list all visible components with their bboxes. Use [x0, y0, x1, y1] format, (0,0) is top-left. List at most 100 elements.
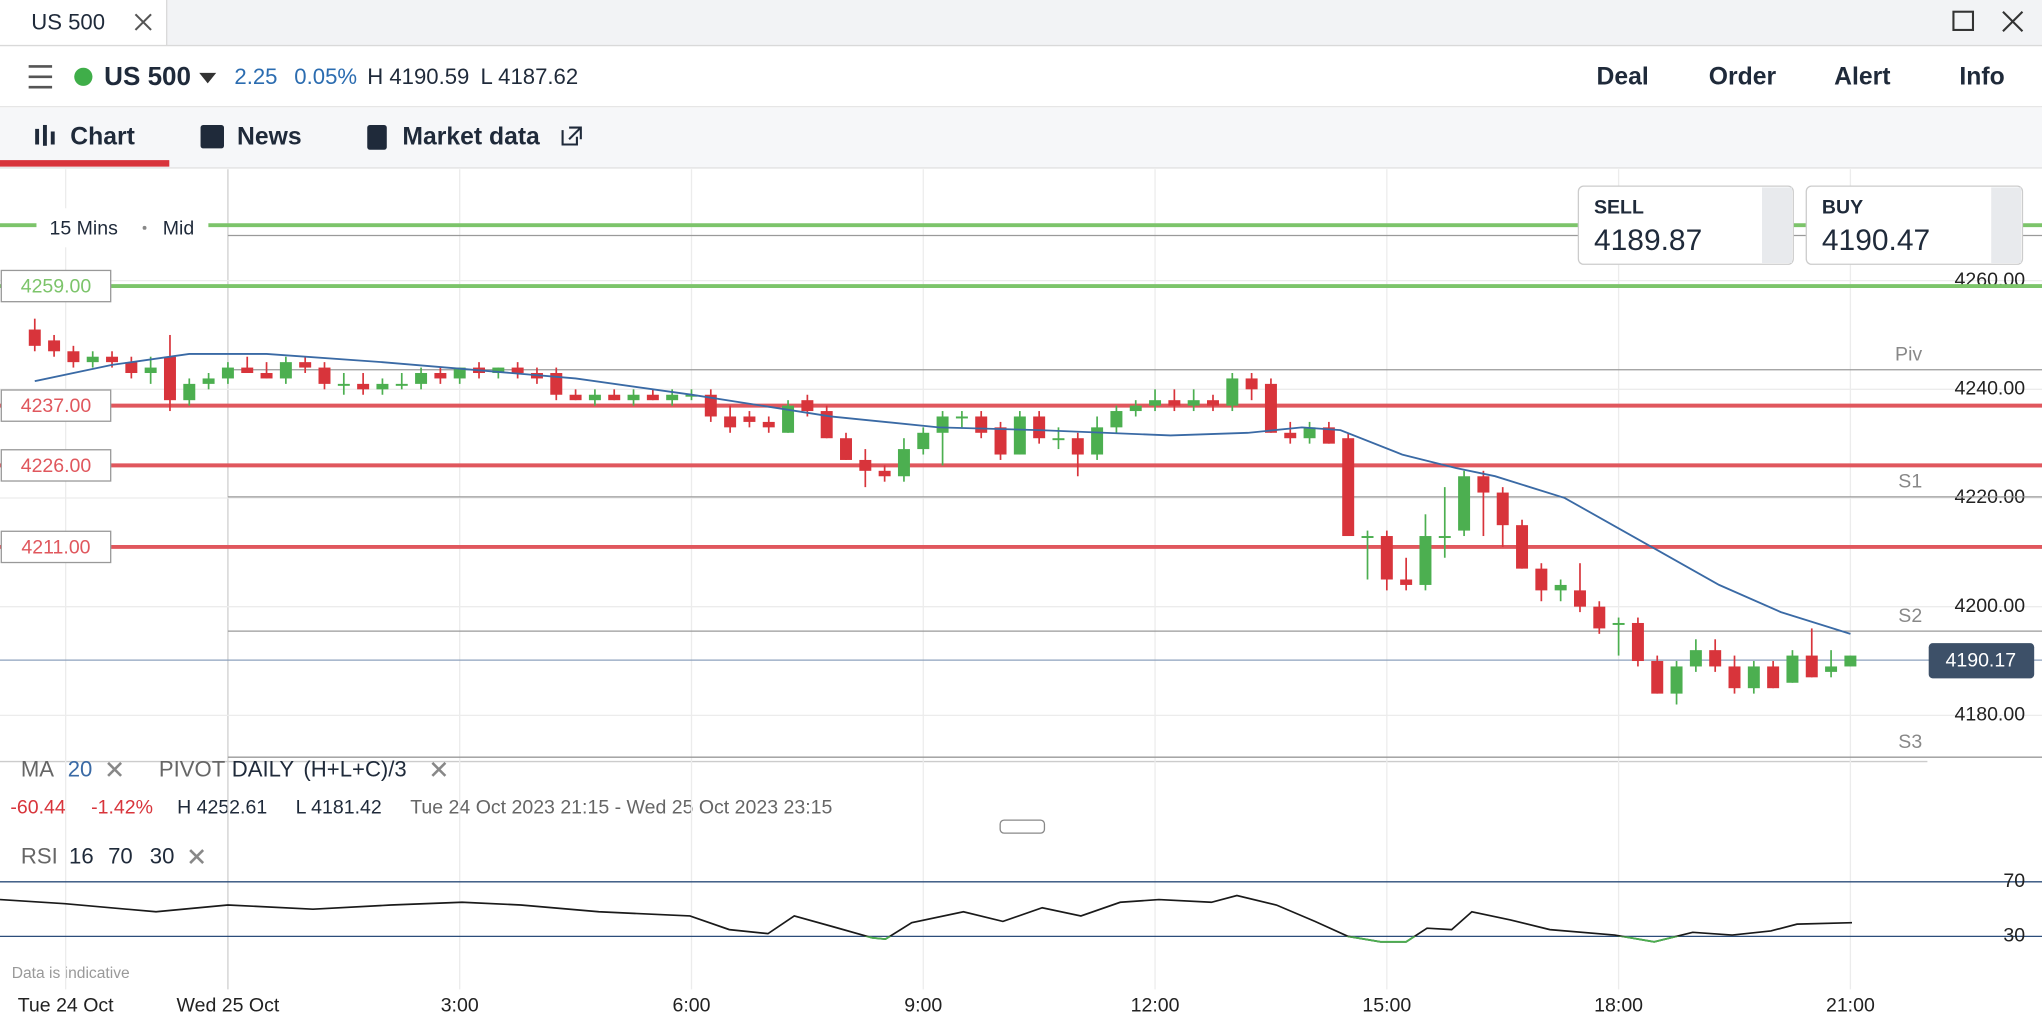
remove-pivot[interactable] [431, 761, 447, 777]
timeframe-box[interactable] [36, 208, 209, 248]
dropdown[interactable] [199, 72, 217, 84]
range-change-pct: -1.42% [91, 797, 153, 819]
action[interactable]: Order [1709, 64, 1777, 91]
range-low: L 4181.42 [296, 797, 382, 819]
maximize[interactable] [1952, 10, 1975, 31]
footnote: Data is indicative [12, 965, 130, 982]
candle-body [1380, 536, 1393, 580]
candle-body [1207, 400, 1219, 406]
sell-button[interactable] [1577, 185, 1794, 265]
menu[interactable] [28, 65, 53, 89]
action[interactable]: Info [1959, 64, 2004, 91]
candle-body [511, 367, 524, 374]
plot: Tue 24 Oct Wed 25 Oct 3:00 6:00 9:00 12:00 15:… [0, 169, 2042, 1016]
candle-body [878, 470, 891, 477]
action[interactable]: Deal [1597, 64, 1649, 91]
candle-body [453, 367, 466, 379]
rsi-line [0, 894, 1853, 943]
candle-body [241, 367, 254, 374]
candle-body [1110, 411, 1123, 428]
candle-body [840, 438, 852, 460]
candle-body [608, 394, 621, 401]
candle-body [917, 432, 930, 450]
rsi-lower: 30 [150, 844, 175, 869]
range-change: -60.44 [10, 797, 65, 819]
candle-body [221, 367, 234, 379]
candle-body [975, 416, 988, 433]
candle-body [646, 394, 659, 401]
candle-body [183, 383, 196, 401]
buy-button[interactable] [1805, 185, 2024, 265]
remove-ma[interactable] [107, 761, 123, 777]
candle-body [762, 421, 775, 428]
level-label-box [0, 389, 112, 422]
remove-rsi[interactable] [189, 849, 205, 865]
candle-body [395, 383, 408, 386]
pivot-label: S1 [1898, 471, 1922, 493]
candle-body [1168, 400, 1181, 406]
candle-body [1400, 579, 1413, 585]
candle-body [1458, 476, 1471, 531]
candle-body [86, 356, 99, 363]
candle-body [1071, 438, 1084, 455]
candle-body [318, 367, 331, 384]
candle-body [1747, 666, 1760, 689]
candle-body [337, 383, 350, 386]
candle-body [801, 400, 814, 412]
news-icon [200, 124, 224, 149]
candle-body [1496, 492, 1509, 526]
panel-resize-handle[interactable] [999, 819, 1046, 834]
level-label: 4226.00 [21, 455, 92, 477]
candle-body [1477, 476, 1490, 493]
x-tick-label: 3:00 [441, 994, 479, 1016]
candle-body [627, 394, 640, 401]
market-status [74, 67, 93, 86]
pivot-label: S3 [1898, 731, 1922, 753]
candle-body [936, 416, 949, 433]
level-label: 4259.00 [21, 276, 92, 298]
candle-body [144, 367, 157, 374]
candle-body [1728, 666, 1741, 689]
candle-body [1438, 536, 1451, 538]
external-link [561, 126, 582, 146]
instrument[interactable]: US 500 [104, 61, 191, 91]
candle-body [1554, 584, 1567, 591]
x-tick-label: 9:00 [904, 994, 942, 1016]
tab-close[interactable] [134, 13, 152, 31]
view-tab[interactable]: Chart [70, 124, 135, 151]
y-tick-label: 4180.00 [1955, 704, 2026, 726]
candle-body [202, 378, 215, 384]
price-type[interactable]: Mid [163, 217, 194, 239]
candle-body [820, 411, 833, 439]
last-price-label: 4190.17 [1946, 650, 2017, 672]
candle-body [1226, 378, 1239, 406]
candle-body [67, 351, 80, 363]
overlay: 15 Mins Mid SELL 4189.87 BUY 4190.47 [36, 185, 2024, 265]
pivot-period: DAILY [232, 757, 295, 782]
tab[interactable] [0, 0, 167, 46]
view-tab[interactable]: Market data [402, 124, 540, 151]
timeframe[interactable]: 15 Mins [49, 217, 118, 239]
candle-body [125, 362, 138, 374]
candle-body [1825, 666, 1838, 672]
x-tick-label: Tue 24 Oct [18, 994, 114, 1016]
candle-body [1129, 405, 1142, 412]
tab-title: US 500 [31, 9, 105, 34]
action[interactable]: Alert [1834, 64, 1890, 91]
candle-body [1689, 650, 1702, 667]
buy-price: 4190.47 [1822, 224, 1930, 257]
candle-body [1187, 400, 1200, 406]
level-label: 4237.00 [21, 395, 92, 417]
candle-body [1342, 438, 1355, 537]
active-tab-indicator [0, 160, 170, 167]
pivot-label: Piv [1895, 344, 1922, 366]
candle-body [434, 373, 447, 379]
candle-body [859, 459, 872, 471]
view-tab[interactable]: News [237, 124, 302, 151]
level-label: 4211.00 [21, 536, 90, 558]
candle-body [48, 340, 61, 352]
candle-body [1091, 427, 1104, 455]
window-close[interactable] [2002, 10, 2024, 32]
